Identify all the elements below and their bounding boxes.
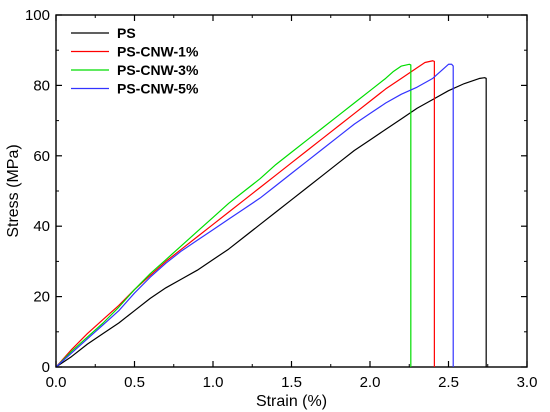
y-tick-label: 60 <box>33 148 50 165</box>
x-tick-label: 0.5 <box>124 374 145 391</box>
legend: PS PS-CNW-1% PS-CNW-3% PS-CNW-5% <box>71 25 199 97</box>
legend-label: PS-CNW-5% <box>117 81 199 97</box>
x-tick-label: 3.0 <box>517 374 538 391</box>
y-tick-label: 0 <box>42 359 50 376</box>
series-line-ps-cnw-1 <box>55 60 435 368</box>
x-axis-ticks: 0.0 0.5 1.0 1.5 2.0 2.5 3.0 <box>46 15 538 391</box>
legend-label: PS <box>117 25 136 41</box>
x-tick-label: 1.5 <box>281 374 302 391</box>
y-tick-label: 40 <box>33 218 50 235</box>
series-line-ps-cnw-3 <box>55 63 412 368</box>
legend-label: PS-CNW-1% <box>117 44 199 60</box>
y-axis-ticks: 0 20 40 60 80 100 <box>25 7 527 376</box>
x-tick-label: 2.0 <box>360 374 381 391</box>
y-axis-title: Stress (MPa) <box>5 144 22 237</box>
x-tick-label: 2.5 <box>438 374 459 391</box>
x-axis-title: Strain (%) <box>256 393 327 410</box>
x-tick-label: 1.0 <box>203 374 224 391</box>
x-tick-label: 0.0 <box>46 374 67 391</box>
series-lines <box>55 60 487 368</box>
legend-label: PS-CNW-3% <box>117 62 199 78</box>
y-tick-label: 20 <box>33 289 50 306</box>
series-line-ps <box>55 77 487 368</box>
y-tick-label: 100 <box>25 7 50 24</box>
series-line-ps-cnw-5 <box>55 63 454 368</box>
y-tick-label: 80 <box>33 77 50 94</box>
